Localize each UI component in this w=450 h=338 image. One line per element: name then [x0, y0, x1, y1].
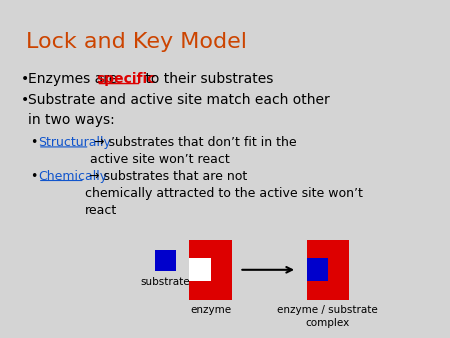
Text: Chemically: Chemically [38, 170, 107, 183]
Bar [155, 250, 176, 271]
Bar [189, 258, 211, 281]
Text: specific: specific [96, 72, 156, 86]
Text: Enzymes are: Enzymes are [28, 72, 122, 86]
Text: to their substrates: to their substrates [141, 72, 274, 86]
Bar [306, 258, 328, 281]
Text: •: • [30, 136, 37, 149]
Text: enzyme / substrate
complex: enzyme / substrate complex [277, 305, 378, 328]
Text: •: • [21, 93, 29, 107]
Text: enzyme: enzyme [190, 305, 231, 315]
Text: → substrates that don’t fit in the
active site won’t react: → substrates that don’t fit in the activ… [90, 136, 296, 166]
Text: •: • [21, 72, 29, 86]
Text: Structurally: Structurally [38, 136, 111, 149]
Bar [189, 240, 232, 299]
Text: → substrates that are not
chemically attracted to the active site won’t
react: → substrates that are not chemically att… [85, 170, 363, 217]
Text: substrate: substrate [141, 276, 190, 287]
Text: •: • [30, 170, 37, 183]
Text: Substrate and active site match each other
in two ways:: Substrate and active site match each oth… [28, 93, 330, 127]
Text: Lock and Key Model: Lock and Key Model [26, 32, 248, 52]
Bar [306, 240, 349, 299]
